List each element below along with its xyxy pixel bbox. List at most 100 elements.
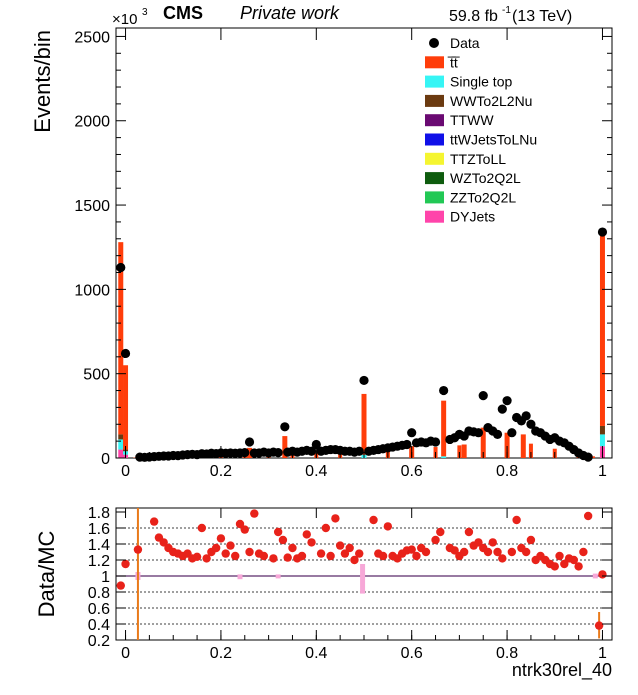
ratio-point xyxy=(221,549,230,558)
ratio-point xyxy=(245,547,254,557)
ratio-point xyxy=(283,553,292,562)
ratio-point xyxy=(307,538,316,547)
ratio-point xyxy=(488,538,497,547)
ratio-point xyxy=(464,527,474,537)
ratio-point xyxy=(278,535,288,545)
ratio-x-tick-label: 0.2 xyxy=(210,645,232,662)
ratio-point xyxy=(355,549,364,558)
mc-stack-segment xyxy=(599,434,605,447)
data-point xyxy=(521,411,531,421)
mc-uncertainty-band xyxy=(360,564,366,594)
ratio-point xyxy=(579,547,588,557)
data-point xyxy=(306,446,317,456)
legend-label: Data xyxy=(450,35,480,51)
ratio-point xyxy=(159,538,168,547)
ratio-y-tick-label: 0.8 xyxy=(88,585,110,602)
data-point xyxy=(402,439,412,450)
legend-swatch xyxy=(425,152,444,165)
ratio-point xyxy=(421,547,431,557)
ratio-point xyxy=(331,514,340,523)
multiplier-base: ×10 xyxy=(112,11,137,28)
ratio-x-tick-label: 0 xyxy=(121,645,130,662)
mc-stack-segment xyxy=(441,456,447,458)
luminosity-value: 59.8 fb xyxy=(449,8,498,25)
legend-label: TTWW xyxy=(450,112,494,128)
ratio-point xyxy=(149,517,159,526)
y-tick-label: 2500 xyxy=(74,29,110,46)
x-tick-label: 0.6 xyxy=(401,463,423,480)
ratio-x-tick-label: 1 xyxy=(598,645,607,662)
x-axis-label: ntrk30rel_40 xyxy=(512,660,612,681)
ratio-panel: 0.20.40.60.811.21.41.61.80 0.2 0.4 0.6 0.8 1D… xyxy=(34,505,613,681)
ratio-point xyxy=(197,523,207,533)
data-point xyxy=(507,428,517,438)
mc-stack-segment xyxy=(282,436,288,458)
legend-label: Single top xyxy=(450,74,512,90)
ratio-point xyxy=(235,519,245,529)
data-point xyxy=(473,428,484,438)
ratio-point xyxy=(231,551,240,561)
ratio-point xyxy=(350,555,359,565)
ratio-point xyxy=(459,547,469,557)
mc-stack-segment xyxy=(247,447,253,458)
data-point xyxy=(354,446,364,456)
ratio-y-tick-label: 1.8 xyxy=(88,505,110,522)
legend-label: WZTo2Q2L xyxy=(450,170,521,186)
mc-stack-segment xyxy=(599,233,605,426)
data-point xyxy=(526,419,536,429)
legend-swatch xyxy=(425,56,444,69)
ratio-x-tick-label: 0.4 xyxy=(305,645,327,662)
y-tick-label: 0 xyxy=(101,451,110,468)
legend-label: DYJets xyxy=(450,209,495,225)
ratio-point xyxy=(369,515,378,525)
ratio-point xyxy=(555,551,564,561)
ratio-x-tick-label: 0.8 xyxy=(496,645,518,662)
ratio-point xyxy=(121,559,130,569)
multiplier-exponent: 3 xyxy=(142,7,148,18)
main-histogram-panel: 0 500 1000 1500 2000 2500 0 0.2 0.4 0.6 0.8 1 Events… xyxy=(30,27,613,480)
ratio-point xyxy=(326,551,335,561)
legend-swatch xyxy=(425,172,444,185)
ratio-point xyxy=(483,547,493,557)
y-tick-label: 1500 xyxy=(74,198,110,215)
ratio-point xyxy=(493,547,502,557)
ratio-point xyxy=(273,527,283,537)
data-point xyxy=(311,439,321,450)
ratio-point xyxy=(269,554,278,563)
ratio-point xyxy=(521,547,531,557)
mc-stack-segment xyxy=(123,365,129,450)
x-tick-label: 1 xyxy=(598,463,607,480)
ratio-point xyxy=(259,551,269,561)
multiplier-label: ×10 3 xyxy=(112,7,148,28)
ratio-point xyxy=(297,551,307,561)
mc-stack-segment xyxy=(480,427,486,458)
legend-swatch xyxy=(425,133,444,146)
ratio-point xyxy=(250,509,259,518)
mc-stack-segment xyxy=(441,400,447,457)
legend-swatch xyxy=(425,210,444,223)
data-point xyxy=(497,404,507,414)
data-point xyxy=(430,437,441,447)
mc-continuum-bar xyxy=(590,456,595,458)
mc-uncertainty-band xyxy=(275,574,281,579)
mc-stack-segment xyxy=(599,425,605,435)
y-tick-label: 500 xyxy=(83,367,110,384)
mc-continuum-bar xyxy=(528,443,533,458)
ratio-point xyxy=(560,559,569,569)
mc-stack-segment xyxy=(504,432,510,458)
data-point xyxy=(116,262,126,273)
ratio-point xyxy=(598,570,607,579)
legend-marker-data xyxy=(429,38,439,48)
luminosity-exponent: -1 xyxy=(502,5,511,16)
legend-swatch xyxy=(425,191,444,204)
data-point xyxy=(280,422,290,432)
data-point xyxy=(478,391,488,401)
ratio-y-tick-label: 0.4 xyxy=(88,617,110,634)
legend-label: ttWJetsToLNu xyxy=(450,132,537,148)
ratio-point xyxy=(340,549,350,558)
mc-stack-segment xyxy=(361,393,367,455)
y-tick-label: 1000 xyxy=(74,282,110,299)
ratio-point xyxy=(202,554,211,563)
ratio-point xyxy=(431,535,440,545)
ratio-point xyxy=(321,523,331,533)
